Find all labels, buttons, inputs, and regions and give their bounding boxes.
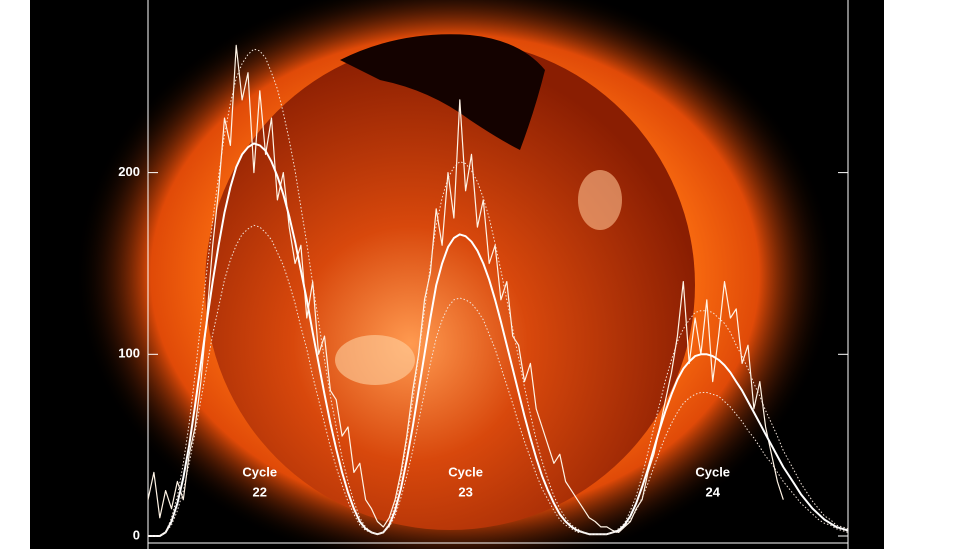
annotation: 24	[705, 484, 720, 499]
series-line	[148, 142, 849, 537]
series-line	[148, 48, 849, 537]
annotation: Cycle	[242, 464, 277, 479]
series-line	[148, 224, 849, 537]
annotation: Cycle	[695, 464, 730, 479]
annotation: 22	[253, 484, 267, 499]
y-tick-label: 100	[118, 346, 140, 361]
coronal-hole	[340, 34, 545, 150]
y-tick-label: 200	[118, 164, 140, 179]
active-region	[335, 335, 415, 385]
y-tick-label: 0	[133, 527, 140, 542]
annotation: 23	[458, 484, 472, 499]
series-line	[147, 44, 784, 533]
annotation: Cycle	[448, 464, 483, 479]
sun-disk	[205, 40, 695, 530]
active-region	[578, 170, 622, 230]
